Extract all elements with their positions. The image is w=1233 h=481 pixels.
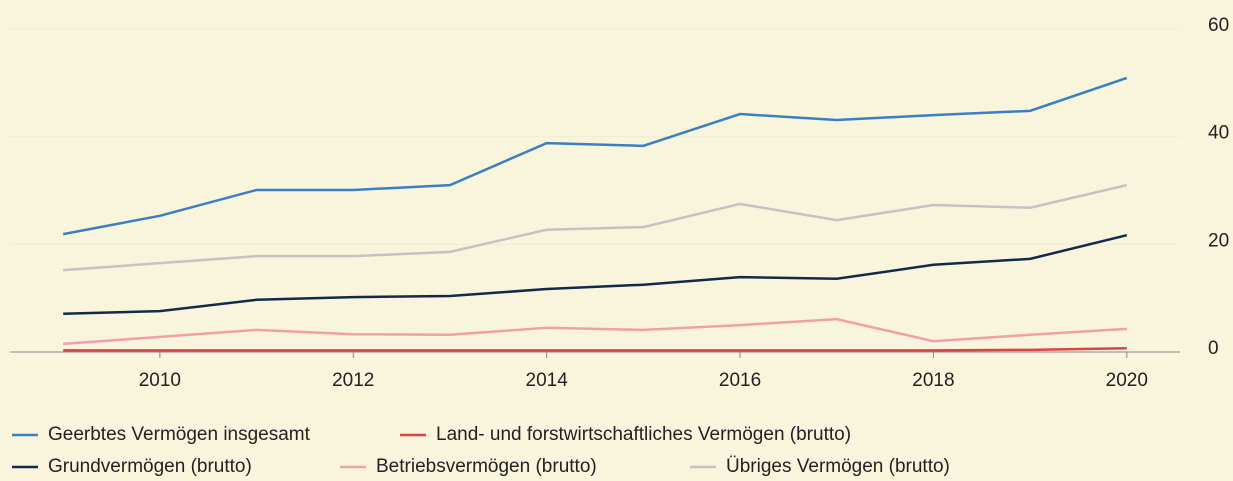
y-tick-label: 60 xyxy=(1208,15,1229,36)
legend-label: Grundvermögen (brutto) xyxy=(48,456,252,477)
x-tick-label: 2010 xyxy=(139,370,181,391)
x-tick-label: 2014 xyxy=(526,370,569,391)
series-line xyxy=(63,346,1127,352)
legend-label: Geerbtes Vermögen insgesamt xyxy=(48,424,311,445)
series-line xyxy=(63,233,1128,316)
series-line xyxy=(62,76,1128,236)
y-tick-label: 40 xyxy=(1208,123,1229,144)
x-tick-label: 2018 xyxy=(912,370,954,391)
series-line xyxy=(63,317,1127,346)
y-tick-label: 0 xyxy=(1208,338,1219,359)
legend-label: Übriges Vermögen (brutto) xyxy=(726,456,950,477)
series-line xyxy=(63,183,1128,272)
x-tick-label: 2012 xyxy=(332,370,374,391)
legend-label: Land- und forstwirtschaftliches Vermögen… xyxy=(436,424,851,445)
x-tick-label: 2020 xyxy=(1106,370,1148,391)
legend-label: Betriebsvermögen (brutto) xyxy=(376,456,597,477)
x-tick-label: 2016 xyxy=(719,370,761,391)
y-tick-label: 20 xyxy=(1208,230,1229,251)
